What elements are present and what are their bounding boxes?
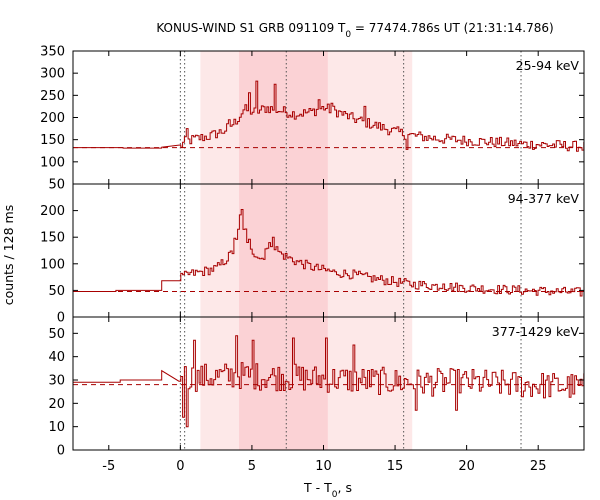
y-tick-label: 10: [48, 420, 65, 435]
panel-0: 350 300 250 200 150 100 50 25-94 keV: [40, 45, 585, 193]
y-tick-label: 0: [57, 311, 65, 326]
y-tick-label: 350: [40, 45, 65, 60]
y-tick-label: 150: [40, 231, 65, 246]
light-curve-series-2: [73, 335, 585, 428]
plot-frame: [72, 50, 585, 451]
y-tick-label: 150: [40, 133, 65, 148]
chart-title: KONUS-WIND S1 GRB 091109 T0 = 77474.786s…: [156, 21, 553, 40]
x-tick-label: 20: [458, 459, 475, 474]
x-tick-label: 0: [176, 459, 184, 474]
y-tick-label: 50: [48, 178, 65, 193]
x-tick-label: 15: [387, 459, 404, 474]
y-tick-label: 40: [48, 350, 65, 365]
panel-energy-label: 94-377 keV: [508, 191, 580, 206]
light-curve-series-0: [73, 80, 585, 152]
y-tick-label: 200: [40, 111, 65, 126]
y-tick-label: 250: [40, 89, 65, 104]
x-tick-label: 25: [530, 459, 547, 474]
y-tick-label: 100: [40, 257, 65, 272]
x-tick-label: -5: [102, 459, 115, 474]
y-tick-label: 0: [57, 444, 65, 459]
y-tick-label: 30: [48, 374, 65, 389]
panel-1: 200 150 100 50 0 94-377 keV: [40, 191, 585, 326]
plot-border: [72, 50, 585, 451]
shaded-intervals: [200, 51, 413, 450]
y-tick-label: 50: [48, 327, 65, 342]
panel-energy-label: 25-94 keV: [516, 58, 580, 73]
y-axis-title: counts / 128 ms: [1, 205, 16, 305]
x-tick-label: 10: [315, 459, 332, 474]
light-curve-series-1: [73, 209, 585, 297]
panel-energy-label: 377-1429 keV: [492, 324, 580, 339]
y-tick-label: 20: [48, 397, 65, 412]
y-tick-label: 50: [48, 284, 65, 299]
x-axis: -5 0 5 10 15 20 25: [102, 51, 546, 474]
y-tick-label: 300: [40, 67, 65, 82]
x-tick-label: 5: [248, 459, 256, 474]
panel-2: 50 40 30 20 10 0 377-1429 keV: [48, 324, 585, 459]
y-tick-label: 100: [40, 155, 65, 170]
x-axis-title: T - T0, s: [303, 480, 352, 500]
y-tick-label: 200: [40, 204, 65, 219]
